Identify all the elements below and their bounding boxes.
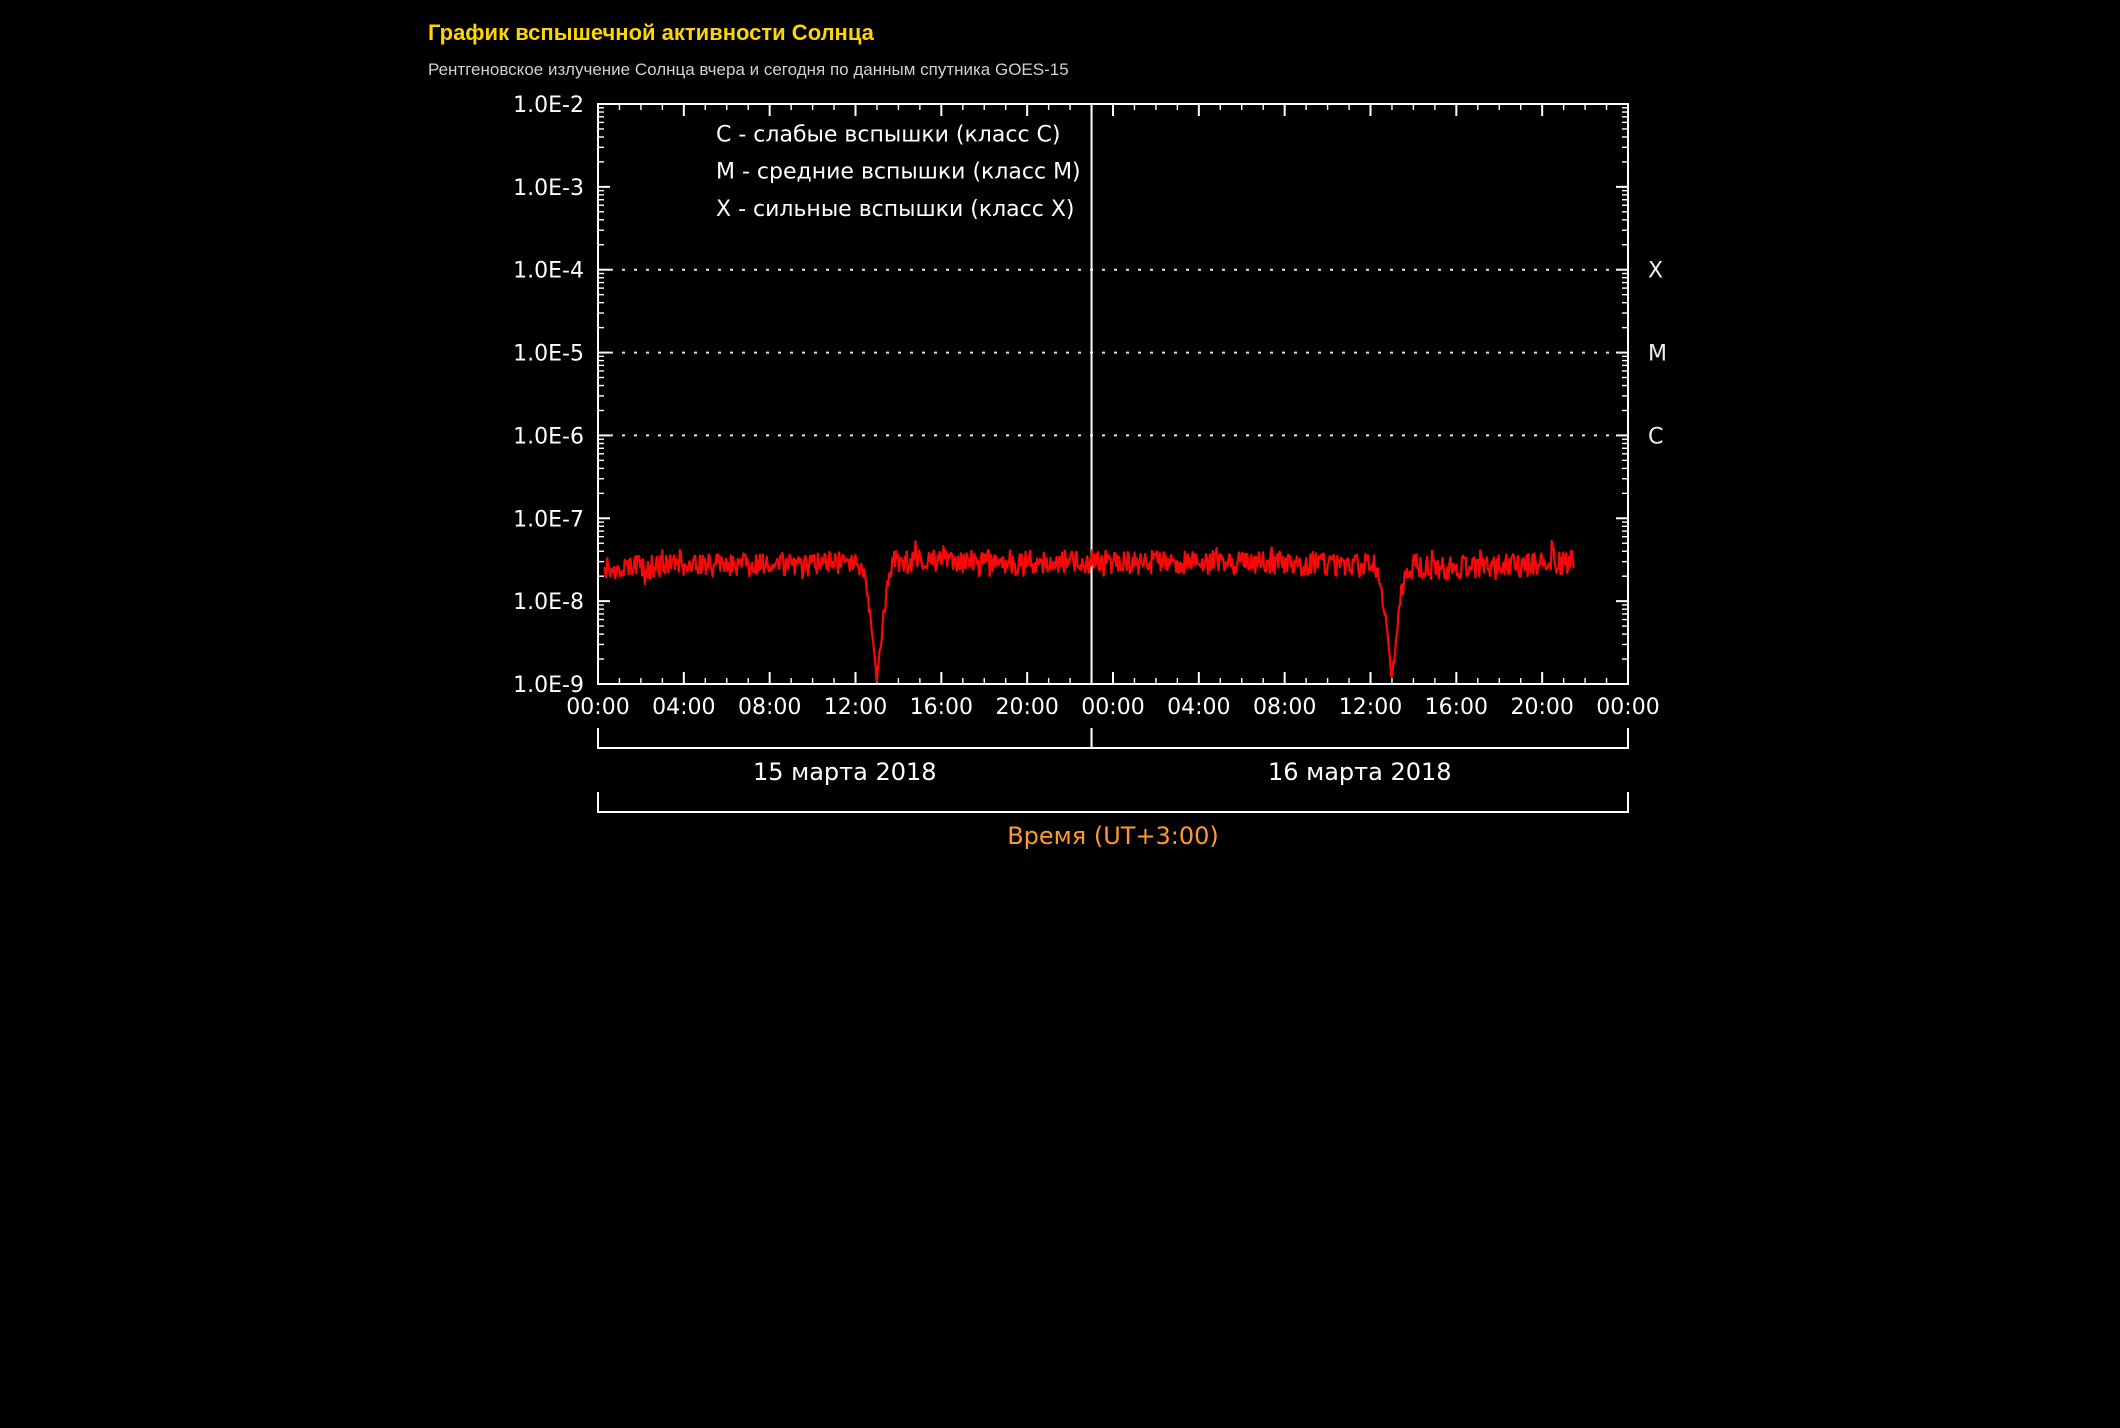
x-tick-label: 04:00	[1167, 695, 1230, 720]
y-tick-label: 1.0E-2	[513, 94, 584, 118]
flare-class-label: C	[1648, 424, 1663, 449]
chart-subtitle: Рентгеновское излучение Солнца вчера и с…	[428, 60, 1692, 80]
x-tick-label: 04:00	[652, 695, 715, 720]
legend-line: M - средние вспышки (класс M)	[716, 160, 1081, 185]
x-tick-label: 12:00	[824, 695, 887, 720]
date-label-2: 16 марта 2018	[1268, 758, 1452, 786]
y-tick-label: 1.0E-8	[513, 590, 584, 615]
x-tick-label: 08:00	[1253, 695, 1316, 720]
x-tick-label: 20:00	[1510, 695, 1573, 720]
y-tick-label: 1.0E-6	[513, 424, 584, 449]
flare-class-label: X	[1648, 259, 1663, 284]
legend-line: X - сильные вспышки (класс X)	[716, 197, 1074, 222]
x-axis-title: Время (UT+3:00)	[1007, 822, 1219, 850]
x-tick-label: 00:00	[1081, 695, 1144, 720]
y-tick-label: 1.0E-4	[513, 259, 584, 284]
chart-title: График вспышечной активности Солнца	[428, 20, 1692, 46]
x-tick-label: 12:00	[1339, 695, 1402, 720]
x-tick-label: 00:00	[566, 695, 629, 720]
y-tick-label: 1.0E-3	[513, 176, 584, 201]
date-label-1: 15 марта 2018	[753, 758, 937, 786]
solar-flare-chart: 1.0E-2 1.0E-3 1.0E-4 1.0E-5 1.0E-6 1.0E-7 1.0E…	[428, 94, 1688, 884]
y-tick-label: 1.0E-5	[513, 342, 584, 367]
x-tick-label: 08:00	[738, 695, 801, 720]
x-tick-label: 00:00	[1596, 695, 1659, 720]
legend-line: C - слабые вспышки (класс C)	[716, 122, 1060, 147]
flare-class-label: M	[1648, 342, 1667, 367]
x-tick-label: 16:00	[910, 695, 973, 720]
y-tick-label: 1.0E-7	[513, 507, 584, 532]
x-tick-label: 16:00	[1425, 695, 1488, 720]
x-tick-label: 20:00	[995, 695, 1058, 720]
